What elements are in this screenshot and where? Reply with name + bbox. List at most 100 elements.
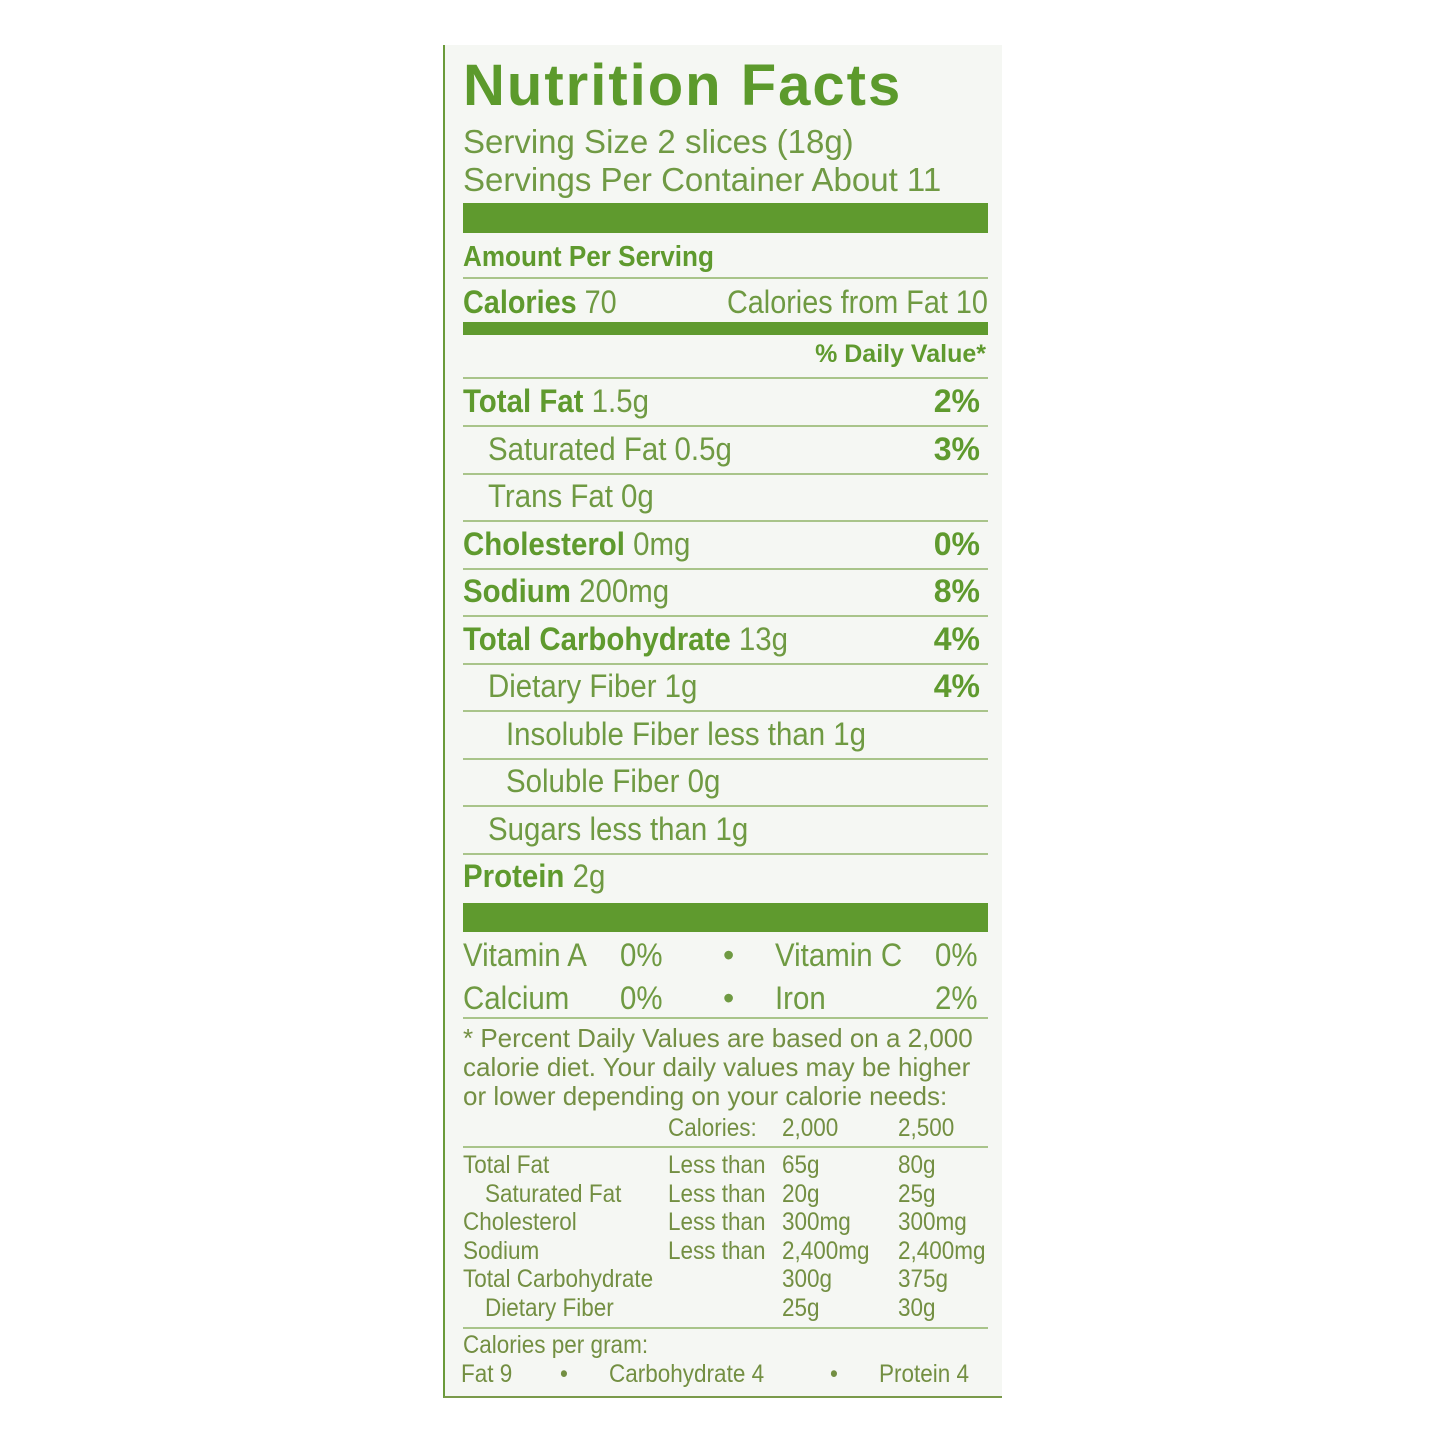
dv-table-2000: 300mg [782, 1208, 851, 1236]
calories-per-gram-carb: Carbohydrate 4 [609, 1360, 765, 1388]
vitamin-value: 0% [935, 937, 978, 973]
nutrient-label: Saturated Fat [488, 430, 667, 467]
nutrient-daily-value: 8% [933, 573, 980, 609]
dv-table-2000: 25g [782, 1293, 820, 1322]
nutrient-amount: 0g [687, 763, 721, 799]
nutrient-amount: 0.5g [674, 430, 732, 467]
nutrient-row: Soluble Fiber 0g [506, 765, 720, 797]
divider [463, 277, 988, 279]
nutrient-amount: 2g [572, 858, 606, 894]
divider [463, 520, 988, 522]
nutrient-row: Saturated Fat 0.5g [488, 433, 732, 465]
nutrient-row: Protein 2g [463, 860, 605, 892]
vitamin-label: Iron [775, 980, 826, 1016]
calories-row: Calories 70 [463, 286, 617, 318]
calories-from-fat: Calories from Fat 10 [727, 284, 988, 320]
dv-table-header: 2,500 [898, 1114, 955, 1142]
medium-divider [463, 322, 988, 335]
dv-table-2500: 375g [898, 1265, 949, 1293]
nutrient-amount: less than 1g [707, 715, 867, 752]
dv-table-label: Total Carbohydrate [463, 1265, 654, 1293]
calories-per-gram-label: Calories per gram: [463, 1331, 649, 1359]
calories-per-gram-protein: Protein 4 [879, 1360, 970, 1388]
footnote-line: * Percent Daily Values are based on a 2,… [463, 1023, 973, 1053]
nutrient-row: Sodium 200mg [463, 575, 669, 607]
nutrient-daily-value: 3% [933, 430, 980, 467]
dv-table-2500: 2,400mg [898, 1236, 986, 1265]
dv-table-label: Dietary Fiber [485, 1293, 614, 1322]
vitamin-value: 0% [620, 980, 663, 1016]
nutrient-row: Dietary Fiber 1g [488, 670, 697, 702]
divider [463, 662, 988, 665]
divider [463, 377, 988, 379]
dv-table-qualifier: Less than [668, 1151, 766, 1179]
dv-table-header: 2,000 [782, 1114, 839, 1142]
calories-value: 70 [584, 284, 617, 320]
footnote-line: or lower depending on your calorie needs… [463, 1081, 948, 1111]
dv-table-2000: 20g [782, 1179, 820, 1208]
dv-table-header: Calories: [668, 1114, 757, 1142]
divider [463, 425, 988, 427]
nutrient-label: Sugars [488, 810, 582, 847]
serving-size: Serving Size 2 slices (18g) [463, 123, 854, 160]
nutrient-daily-value: 0% [933, 525, 980, 562]
nutrient-daily-value: 4% [933, 668, 980, 704]
divider [463, 805, 988, 807]
nutrient-label: Cholesterol [463, 525, 625, 562]
nutrient-label: Protein [463, 858, 565, 894]
thick-divider [463, 203, 988, 233]
bullet: • [560, 1360, 568, 1388]
nutrient-row: Total Fat 1.5g [463, 385, 649, 417]
footnote-line: calorie diet. Your daily values may be h… [463, 1052, 971, 1082]
vitamin-label: Vitamin A [463, 937, 587, 973]
nutrient-label: Total Carbohydrate [463, 620, 731, 657]
calories-per-gram-fat: Fat 9 [461, 1360, 513, 1388]
vitamin-value: 2% [935, 980, 978, 1016]
dv-table-2000: 2,400mg [782, 1236, 870, 1265]
thick-divider [463, 903, 988, 932]
divider [463, 472, 988, 475]
divider [463, 615, 988, 617]
servings-per-container: Servings Per Container About 11 [463, 161, 942, 198]
nutrient-row: Insoluble Fiber less than 1g [506, 718, 866, 750]
bullet: • [723, 980, 735, 1016]
title: Nutrition Facts [463, 53, 903, 118]
divider [463, 1146, 988, 1148]
nutrient-label: Sodium [463, 573, 571, 609]
daily-value-header: % Daily Value* [815, 340, 986, 368]
vitamin-value: 0% [620, 937, 663, 973]
amount-per-serving: Amount Per Serving [463, 241, 714, 273]
bullet: • [830, 1360, 838, 1388]
divider [463, 852, 988, 855]
dv-table-2500: 25g [898, 1179, 936, 1208]
dv-table-qualifier: Less than [668, 1236, 766, 1265]
dv-table-2500: 300mg [898, 1208, 967, 1236]
dv-table-label: Cholesterol [463, 1208, 577, 1236]
vitamin-label: Calcium [463, 980, 570, 1016]
nutrient-row: Total Carbohydrate 13g [463, 623, 788, 655]
divider [463, 567, 988, 570]
nutrient-amount: 0g [621, 478, 654, 514]
divider [463, 710, 988, 712]
nutrient-amount: 13g [738, 620, 789, 657]
nutrient-amount: 200mg [579, 573, 670, 609]
nutrient-daily-value: 2% [933, 383, 980, 419]
dv-table-2000: 300g [782, 1265, 833, 1293]
nutrient-row: Cholesterol 0mg [463, 528, 690, 560]
dv-table-2500: 30g [898, 1293, 936, 1322]
bullet: • [723, 937, 735, 973]
nutrient-amount: 1g [664, 668, 698, 704]
nutrient-row: Sugars less than 1g [488, 813, 748, 845]
nutrient-amount: 0mg [633, 525, 691, 562]
nutrient-amount: less than 1g [589, 810, 749, 847]
calories-label: Calories [463, 284, 577, 320]
nutrient-label: Trans Fat [488, 478, 613, 514]
dv-table-qualifier: Less than [668, 1208, 766, 1236]
nutrient-label: Total Fat [463, 383, 584, 419]
dv-table-label: Total Fat [463, 1151, 550, 1179]
dv-table-label: Sodium [463, 1236, 540, 1265]
nutrient-label: Soluble Fiber [506, 763, 680, 799]
nutrition-facts-label: Nutrition Facts Serving Size 2 slices (1… [443, 45, 1002, 1398]
dv-table-label: Saturated Fat [485, 1179, 622, 1208]
dv-table-2500: 80g [898, 1151, 936, 1179]
